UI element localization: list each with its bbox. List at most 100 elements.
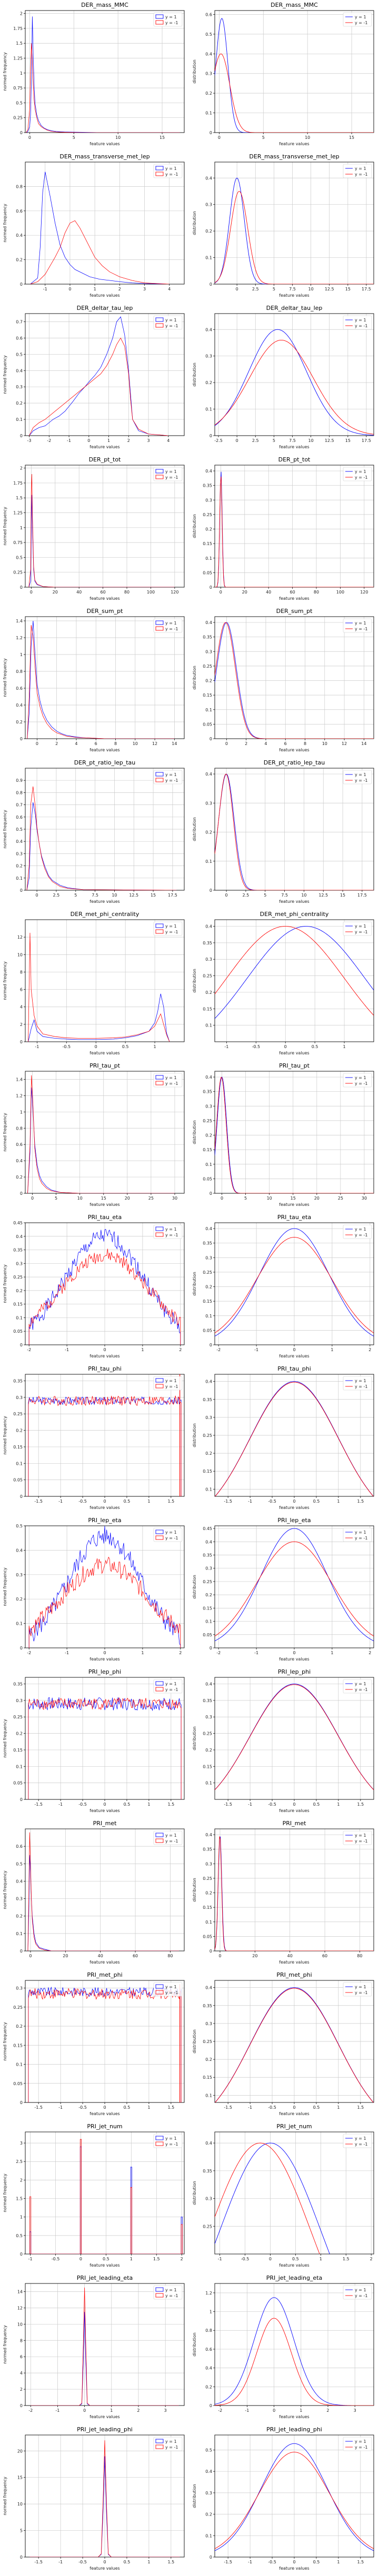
x-tick-label: 0: [103, 2560, 106, 2564]
legend-label-y1: y = 1: [355, 2288, 366, 2292]
y-tick-label: 1: [20, 71, 23, 76]
x-tick-label: -0.5: [78, 1499, 87, 1504]
y-tick-label: 0.25: [13, 116, 23, 120]
series-line-y-1: [215, 1076, 374, 1193]
x-tick-label: 3: [143, 287, 146, 291]
x-tick-label: 0.5: [313, 1499, 320, 1504]
chart-title: PRI_lep_phi: [88, 1668, 121, 1675]
x-tick-label: -2: [218, 2408, 222, 2413]
y-tick-label: 0.8: [16, 669, 23, 674]
y-tick-label: 1: [20, 2215, 23, 2220]
panel-r13-left: PRI_met 0 20 40 60 80 0 0.1 0.2 0.3 0.4 0.5 0.6 featu…: [0, 1818, 190, 1970]
x-tick-label: 20: [63, 1954, 68, 1958]
y-tick-label: 0.4: [205, 2366, 212, 2371]
y-tick-label: 0.1: [16, 2062, 23, 2067]
x-tick-label: 0.5: [124, 1499, 131, 1504]
y-tick-label: 0.35: [203, 1397, 212, 1402]
x-tick-label: 1.5: [167, 1499, 174, 1504]
legend-box: [153, 1224, 183, 1239]
legend-label-y-1: y = -1: [355, 1233, 368, 1237]
y-tick-label: 0.2: [205, 830, 212, 835]
y-tick-label: 1.2: [16, 1093, 23, 1098]
x-tick-label: 0: [221, 1196, 223, 1201]
legend-label-y-1: y = -1: [165, 1233, 178, 1237]
legend-label-y1: y = 1: [165, 1985, 177, 1989]
chart-title: DER_mass_MMC: [271, 2, 318, 8]
series-line-y-1: [215, 1988, 374, 2102]
x-tick-label: 17.5: [362, 438, 371, 443]
chart-r15-left: PRI_jet_num -1 -0.5 0 0.5 1 1.5 2 0 0.5 1 1.5 2 2.5 3 f…: [3, 2123, 185, 2268]
panel-r9-right: PRI_tau_eta -2 -1 0 1 2 0 0.05 0.1 0.15 0.2 0.25 0.3…: [190, 1212, 379, 1364]
panel-r6-right: DER_pt_ratio_lep_tau 0 2.5 5 7.5 10 12.5 15 17.5…: [190, 758, 379, 909]
x-tick-label: 4: [168, 287, 171, 291]
series-line-y-1: [27, 1832, 179, 1951]
y-tick-label: 0.15: [13, 1302, 23, 1307]
x-tick-label: 1: [154, 1044, 156, 1049]
chart-title: DER_sum_pt: [276, 608, 313, 615]
y-tick-label: 0.15: [203, 1299, 212, 1304]
series-line-y-1: [215, 773, 374, 890]
x-tick-label: 12.5: [318, 893, 328, 898]
y-axis-label: distribution: [192, 2029, 197, 2054]
y-tick-label: 0.35: [203, 1553, 212, 1557]
x-axis-label: feature values: [279, 2263, 309, 2268]
y-tick-label: 0.1: [205, 1619, 212, 1624]
x-tick-label: 0: [36, 893, 38, 898]
panel-r16-right: PRI_jet_leading_eta -2 -1 0 1 2 3 0 0.2 0.4 0.6 0.8…: [190, 2273, 379, 2424]
y-tick-label: 0.4: [205, 327, 212, 332]
legend-label-y-1: y = -1: [355, 930, 368, 934]
y-tick-label: 0.2: [205, 380, 212, 385]
x-tick-label: -0.5: [268, 2105, 276, 2110]
x-tick-label: 0: [225, 741, 228, 746]
y-axis-label: distribution: [192, 211, 197, 235]
y-tick-label: 0.1: [205, 1920, 212, 1925]
x-tick-label: 10: [305, 135, 310, 140]
legend-swatch-y1: [155, 1984, 164, 1989]
chart-r5-left: DER_sum_pt 0 2 4 6 8 10 12 14 0 0.2 0.4 0.6 0.8 1 1.2 1.…: [3, 608, 185, 752]
legend-box: [343, 1073, 372, 1088]
y-tick-label: 0: [210, 888, 212, 893]
y-axis-label: distribution: [192, 59, 197, 84]
y-tick-label: 0.6: [16, 1142, 23, 1147]
x-tick-label: -1: [224, 1044, 228, 1049]
x-tick-label: 100: [147, 590, 155, 595]
y-tick-label: 0: [20, 737, 23, 741]
chart-r1-right: DER_mass_MMC 0 5 10 15 0 0.1 0.2 0.3 0.4 0.5 0.6 fea…: [192, 2, 374, 146]
series-line-y1: [215, 622, 374, 739]
legend-label-y1: y = 1: [165, 15, 177, 19]
y-tick-label: 0.2: [16, 864, 23, 869]
y-tick-label: 0.4: [205, 1986, 212, 1990]
y-tick-label: 4: [20, 2371, 23, 2376]
y-tick-label: 0.35: [13, 1379, 23, 1384]
chart-r4-left: DER_pt_tot 0 20 40 60 80 100 120 0 0.25 0.5 0.75 1 1.…: [3, 456, 185, 601]
series-line-y-1: [27, 1075, 175, 1193]
y-axis-label: normed frequency: [3, 204, 7, 243]
y-tick-label: 0.6: [16, 815, 23, 820]
x-tick-label: -0.5: [252, 1044, 260, 1049]
x-tick-label: -1: [218, 2257, 222, 2261]
legend-swatch-y-1: [155, 1838, 164, 1843]
x-tick-label: 0.5: [122, 1044, 129, 1049]
x-tick-label: -0.5: [62, 1044, 71, 1049]
legend-swatch-y-1: [155, 1232, 164, 1237]
legend-label-y1: y = 1: [165, 1378, 177, 1383]
y-tick-label: 0: [20, 434, 23, 438]
legend-box: [343, 1830, 372, 1845]
y-tick-label: 0.1: [205, 1023, 212, 1028]
legend-label-y-1: y = -1: [165, 21, 178, 25]
series-line-y1: [28, 1526, 181, 1648]
y-tick-label: 0.25: [13, 2005, 23, 2010]
x-tick-label: 30: [362, 1196, 367, 1201]
y-tick-label: 0.4: [205, 469, 212, 474]
y-tick-label: 1.5: [16, 2197, 23, 2201]
y-tick-label: 0: [210, 130, 212, 135]
y-tick-label: 0.5: [16, 555, 23, 560]
x-tick-label: 5: [74, 893, 77, 898]
panel-r2-left: DER_mass_transverse_met_lep -1 0 1 2 3 4 0 0.2 0.…: [0, 152, 190, 303]
legend-label-y-1: y = -1: [165, 930, 178, 934]
y-tick-label: 1: [20, 526, 23, 530]
y-tick-label: 0.1: [16, 1764, 23, 1769]
series-line-y1: [27, 1087, 175, 1193]
chart-title: PRI_tau_phi: [88, 1365, 122, 1372]
x-tick-label: 5: [55, 1196, 57, 1201]
